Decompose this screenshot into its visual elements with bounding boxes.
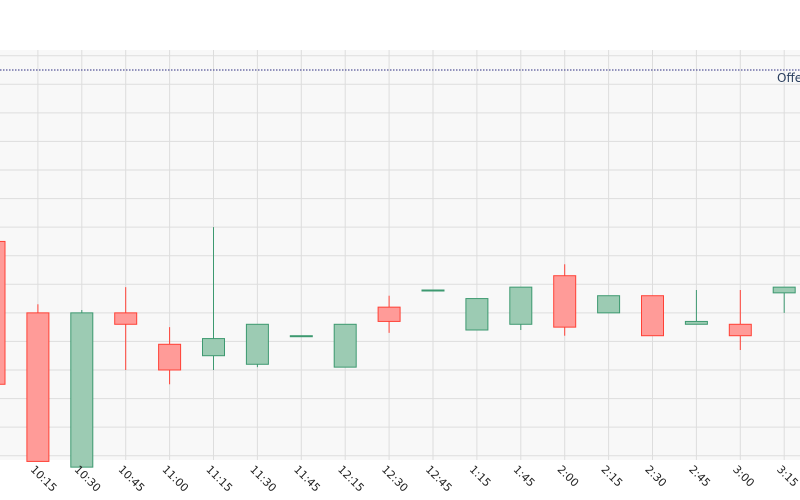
candle bbox=[377, 295, 401, 333]
x-tick-label: 3:15 bbox=[774, 463, 800, 490]
candle-body-increasing bbox=[70, 312, 94, 468]
candle-body-decreasing bbox=[158, 343, 182, 371]
candle bbox=[289, 335, 313, 338]
candle bbox=[728, 290, 752, 350]
candle-body-increasing bbox=[245, 323, 269, 365]
x-tick-label: 12:30 bbox=[379, 463, 411, 495]
candle bbox=[684, 290, 708, 325]
x-tick-label: 10:45 bbox=[116, 463, 148, 495]
candle bbox=[245, 323, 269, 368]
reference-line-label: Offe bbox=[777, 71, 800, 85]
candle bbox=[641, 295, 664, 337]
candle-body-decreasing bbox=[728, 323, 752, 337]
candle-body-increasing bbox=[289, 335, 313, 338]
candle-body-decreasing bbox=[377, 306, 401, 322]
candle bbox=[0, 240, 6, 385]
candle bbox=[26, 304, 50, 462]
candle bbox=[597, 295, 621, 314]
candle bbox=[553, 264, 577, 336]
candle-body-decreasing bbox=[0, 240, 6, 385]
candle bbox=[509, 286, 533, 330]
x-tick-label: 11:00 bbox=[159, 463, 191, 495]
x-tick-label: 10:15 bbox=[28, 463, 60, 495]
candle-body-increasing bbox=[509, 286, 533, 325]
candle bbox=[70, 310, 94, 468]
x-tick-label: 1:45 bbox=[511, 463, 538, 490]
x-tick-label: 3:00 bbox=[730, 463, 757, 490]
candle-body-decreasing bbox=[114, 312, 138, 325]
x-tick-label: 11:30 bbox=[247, 463, 279, 495]
candle-body-increasing bbox=[597, 295, 621, 314]
candle-body-increasing bbox=[421, 289, 445, 292]
candle-body-decreasing bbox=[26, 312, 50, 462]
x-axis-ticks: 10:15 10:30 10:45 11:00 11:15 11:30 11:45 12:15… bbox=[28, 463, 800, 495]
x-tick-label: 12:15 bbox=[335, 463, 367, 495]
x-tick-label: 2:45 bbox=[686, 463, 713, 490]
candle bbox=[158, 327, 182, 385]
x-tick-label: 2:00 bbox=[555, 463, 582, 490]
grid-lines bbox=[0, 50, 800, 460]
reference-line-group: Offe bbox=[0, 69, 800, 85]
candle bbox=[421, 289, 445, 292]
x-tick-label: 2:15 bbox=[598, 463, 625, 490]
candle-body-decreasing bbox=[553, 275, 577, 328]
candle-body-increasing bbox=[465, 298, 489, 331]
candle bbox=[202, 227, 225, 370]
x-tick-label: 11:45 bbox=[291, 463, 323, 495]
x-tick-label: 2:30 bbox=[642, 463, 669, 490]
candles bbox=[0, 227, 796, 468]
candle bbox=[333, 323, 357, 368]
x-tick-label: 1:15 bbox=[467, 463, 494, 490]
x-tick-label: 10:30 bbox=[72, 463, 104, 495]
plot-background bbox=[0, 50, 800, 460]
candle-body-increasing bbox=[772, 286, 796, 294]
candle-body-decreasing bbox=[641, 295, 664, 337]
candle-body-increasing bbox=[202, 338, 225, 357]
candle bbox=[772, 286, 796, 313]
candle-body-increasing bbox=[333, 323, 357, 368]
candle bbox=[465, 298, 489, 331]
candle bbox=[114, 287, 138, 370]
x-tick-label: 12:45 bbox=[423, 463, 455, 495]
x-tick-label: 11:15 bbox=[203, 463, 235, 495]
candle-body-increasing bbox=[684, 320, 708, 325]
